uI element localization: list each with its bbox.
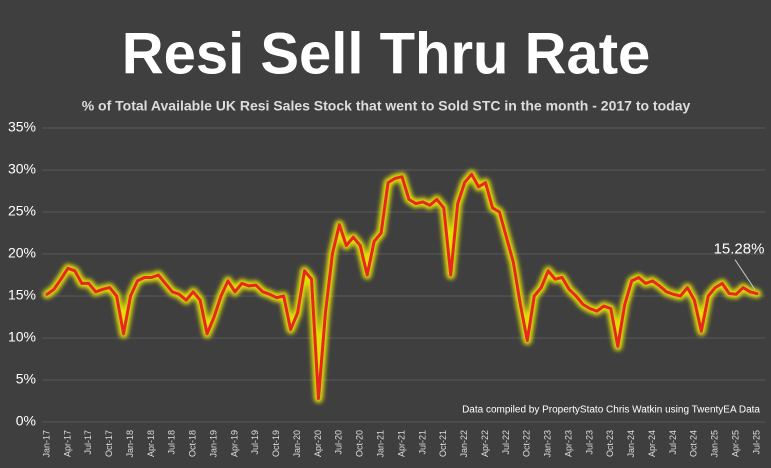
x-tick-label: Jul-25 [751,430,761,455]
x-tick-label: Jan-20 [292,430,302,458]
x-tick-label: Apr-21 [396,430,406,457]
x-tick-label: Oct-24 [689,430,699,457]
x-tick-label: Oct-20 [355,430,365,457]
x-tick-label: Oct-23 [605,430,615,457]
x-tick-label: Apr-23 [563,430,573,457]
x-tick-label: Jan-19 [208,430,218,458]
x-tick-label: Oct-22 [522,430,532,457]
x-tick-label: Jan-17 [41,430,51,458]
x-tick-label: Jan-23 [543,430,553,458]
y-tick-label: 0% [16,413,36,429]
x-tick-label: Oct-17 [104,430,114,457]
source-note: Data compiled by PropertyStato Chris Wat… [462,405,760,416]
x-tick-label: Jul-17 [83,430,93,455]
x-tick-label: Jul-23 [584,430,594,455]
x-tick-label: Apr-17 [62,430,72,457]
x-tick-label: Jan-18 [125,430,135,458]
x-tick-label: Apr-20 [313,430,323,457]
x-tick-label: Jul-20 [334,430,344,455]
x-tick-label: Jan-21 [375,430,385,458]
x-tick-label: Jan-25 [710,430,720,458]
y-tick-label: 10% [8,329,36,345]
series-line [45,172,759,400]
x-tick-label: Jan-22 [459,430,469,458]
x-tick-label: Oct-21 [438,430,448,457]
y-tick-label: 25% [8,203,36,219]
x-tick-label: Oct-18 [188,430,198,457]
y-tick-label: 35% [8,119,36,135]
y-tick-label: 30% [8,161,36,177]
annotation-leader [734,259,756,290]
x-tick-label: Apr-25 [730,430,740,457]
y-tick-label: 5% [16,371,36,387]
x-tick-label: Apr-19 [229,430,239,457]
x-tick-label: Jul-18 [167,430,177,455]
chart-subtitle: % of Total Available UK Resi Sales Stock… [82,98,691,114]
annotation-label: 15.28% [714,241,765,258]
x-tick-label: Jul-19 [250,430,260,455]
x-tick-label: Jan-24 [626,430,636,458]
chart-title: Resi Sell Thru Rate [122,21,651,86]
y-tick-label: 15% [8,287,36,303]
x-tick-label: Oct-19 [271,430,281,457]
x-tick-label: Jul-24 [668,430,678,455]
x-tick-label: Apr-24 [647,430,657,457]
x-tick-label: Apr-18 [146,430,156,457]
x-tick-label: Jul-21 [417,430,427,455]
x-tick-label: Jul-22 [501,430,511,455]
x-tick-label: Apr-22 [480,430,490,457]
y-tick-label: 20% [8,245,36,261]
